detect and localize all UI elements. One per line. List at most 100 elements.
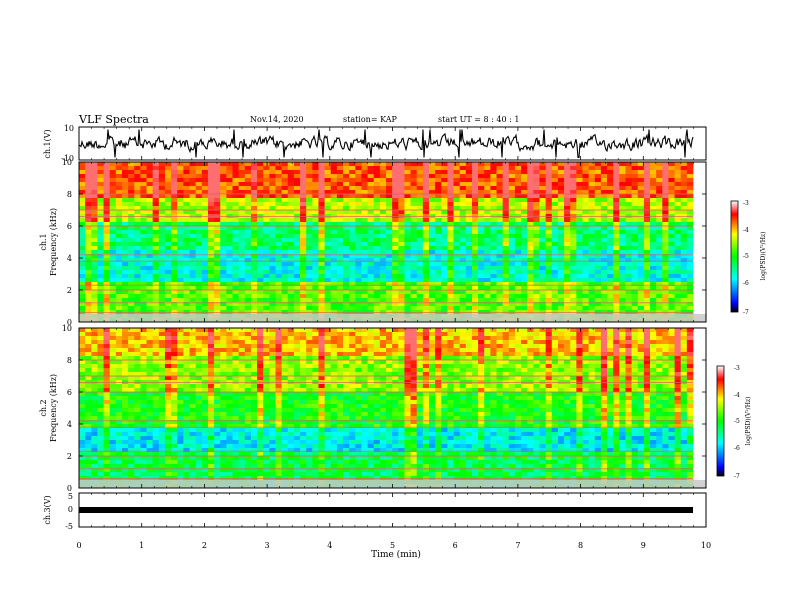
spectrogram-cell <box>625 340 632 345</box>
spectrogram-cell <box>453 262 461 267</box>
spectrogram-cell <box>410 340 418 345</box>
spectrogram-cell <box>588 336 596 341</box>
spectrogram-cell <box>650 278 657 283</box>
spectrogram-cell <box>490 230 497 235</box>
spectrogram-cell <box>306 282 313 287</box>
spectrogram-cell <box>631 182 639 187</box>
spectrogram-cell <box>557 290 565 295</box>
spectrogram-cell <box>177 270 184 275</box>
spectrogram-cell <box>330 218 338 223</box>
spectrogram-cell <box>465 238 473 243</box>
spectrogram-cell <box>392 348 399 353</box>
spectrogram-cell <box>349 166 356 171</box>
spectrogram-cell <box>576 162 583 167</box>
spectrogram-cell <box>416 198 424 203</box>
spectrogram-cell <box>355 230 362 235</box>
spectrogram-cell <box>97 254 104 259</box>
spectrogram-cell <box>619 302 626 307</box>
spectrogram-cell <box>404 226 411 231</box>
spectrogram-cell <box>613 270 620 275</box>
spectrogram-cell <box>564 210 571 215</box>
spectrogram-cell <box>79 328 86 333</box>
spectrogram-cell <box>564 198 571 203</box>
spectrogram-cell <box>680 202 688 207</box>
spectrogram-cell <box>527 332 534 337</box>
spectrogram-cell <box>257 202 264 207</box>
spectrogram-cell <box>97 348 104 353</box>
spectrogram-cell <box>324 190 332 195</box>
spectrogram-cell <box>490 174 497 179</box>
spectrogram-cell <box>214 246 221 251</box>
spectrogram-cell <box>361 332 368 337</box>
spectrogram-cell <box>349 222 356 227</box>
spectrogram-cell <box>128 170 135 175</box>
spectrogram-cell <box>551 250 559 255</box>
spectrogram-cell <box>521 174 528 179</box>
spectrogram-cell <box>379 226 387 231</box>
spectrogram-cell <box>250 226 258 231</box>
spectrogram-cell <box>361 250 368 255</box>
spectrogram-cell <box>146 246 154 251</box>
spectrogram-cell <box>484 274 491 279</box>
spectrogram-cell <box>177 238 184 243</box>
spectrogram-cell <box>453 298 461 303</box>
spectrogram-cell <box>300 166 307 171</box>
spectrogram-cell <box>650 294 657 299</box>
spectrogram-cell <box>471 344 479 349</box>
spectrogram-cell <box>471 222 479 227</box>
spectrogram-cell <box>355 332 362 337</box>
spectrogram-cell <box>177 210 184 215</box>
spectrogram-cell <box>680 162 688 167</box>
spectrogram-cell <box>545 286 553 291</box>
spectrogram-cell <box>656 190 663 195</box>
spectrogram-cell <box>109 238 117 243</box>
spectrogram-cell <box>686 336 694 341</box>
spectrogram-cell <box>318 162 325 167</box>
spectrogram-cell <box>97 162 104 167</box>
spectrogram-cell <box>539 210 547 215</box>
spectrogram-cell <box>416 238 424 243</box>
spectrogram-cell <box>564 190 571 195</box>
spectrogram-cell <box>490 206 497 211</box>
spectrogram-cell <box>355 218 362 223</box>
spectrogram-cell <box>207 182 215 187</box>
spectrogram-cell <box>637 170 645 175</box>
spectrogram-cell <box>349 210 356 215</box>
spectrogram-cell <box>103 356 111 361</box>
spectrogram-cell <box>422 278 430 283</box>
spectrogram-cell <box>508 166 516 171</box>
spectrogram-cell <box>91 238 98 243</box>
spectrogram-cell <box>379 174 387 179</box>
spectrogram-cell <box>686 344 694 349</box>
spectrogram-cell <box>238 210 246 215</box>
spectrogram-cell <box>183 194 190 199</box>
spectrogram-cell <box>79 270 86 275</box>
spectrogram-cell <box>551 340 559 345</box>
spectrogram-cell <box>392 344 399 349</box>
spectrogram-cell <box>594 298 602 303</box>
spectrogram-cell <box>539 340 547 345</box>
spectrogram-cell <box>514 194 522 199</box>
spectrogram-cell <box>158 198 166 203</box>
spectrogram-cell <box>392 278 399 283</box>
spectrogram-cell <box>121 306 129 311</box>
spectrogram-cell <box>349 162 356 167</box>
spectrogram-cell <box>410 198 418 203</box>
spectrogram-cell <box>121 218 129 223</box>
spectrogram-cell <box>533 254 540 259</box>
spectrogram-cell <box>275 222 283 227</box>
spectrogram-cell <box>680 246 688 251</box>
spectrogram-cell <box>392 242 399 247</box>
spectrogram-cell <box>656 332 663 337</box>
spectrogram-cell <box>496 198 504 203</box>
spectrogram-cell <box>570 186 577 191</box>
spectrogram-cell <box>115 230 123 235</box>
spectrogram-cell <box>582 336 590 341</box>
spectrogram-cell <box>214 198 221 203</box>
spectrogram-cell <box>619 344 626 349</box>
spectrogram-cell <box>177 336 184 341</box>
spectrogram-cell <box>502 246 510 251</box>
spectrogram-cell <box>484 282 491 287</box>
spectrogram-cell <box>459 190 467 195</box>
spectrogram-cell <box>582 222 590 227</box>
